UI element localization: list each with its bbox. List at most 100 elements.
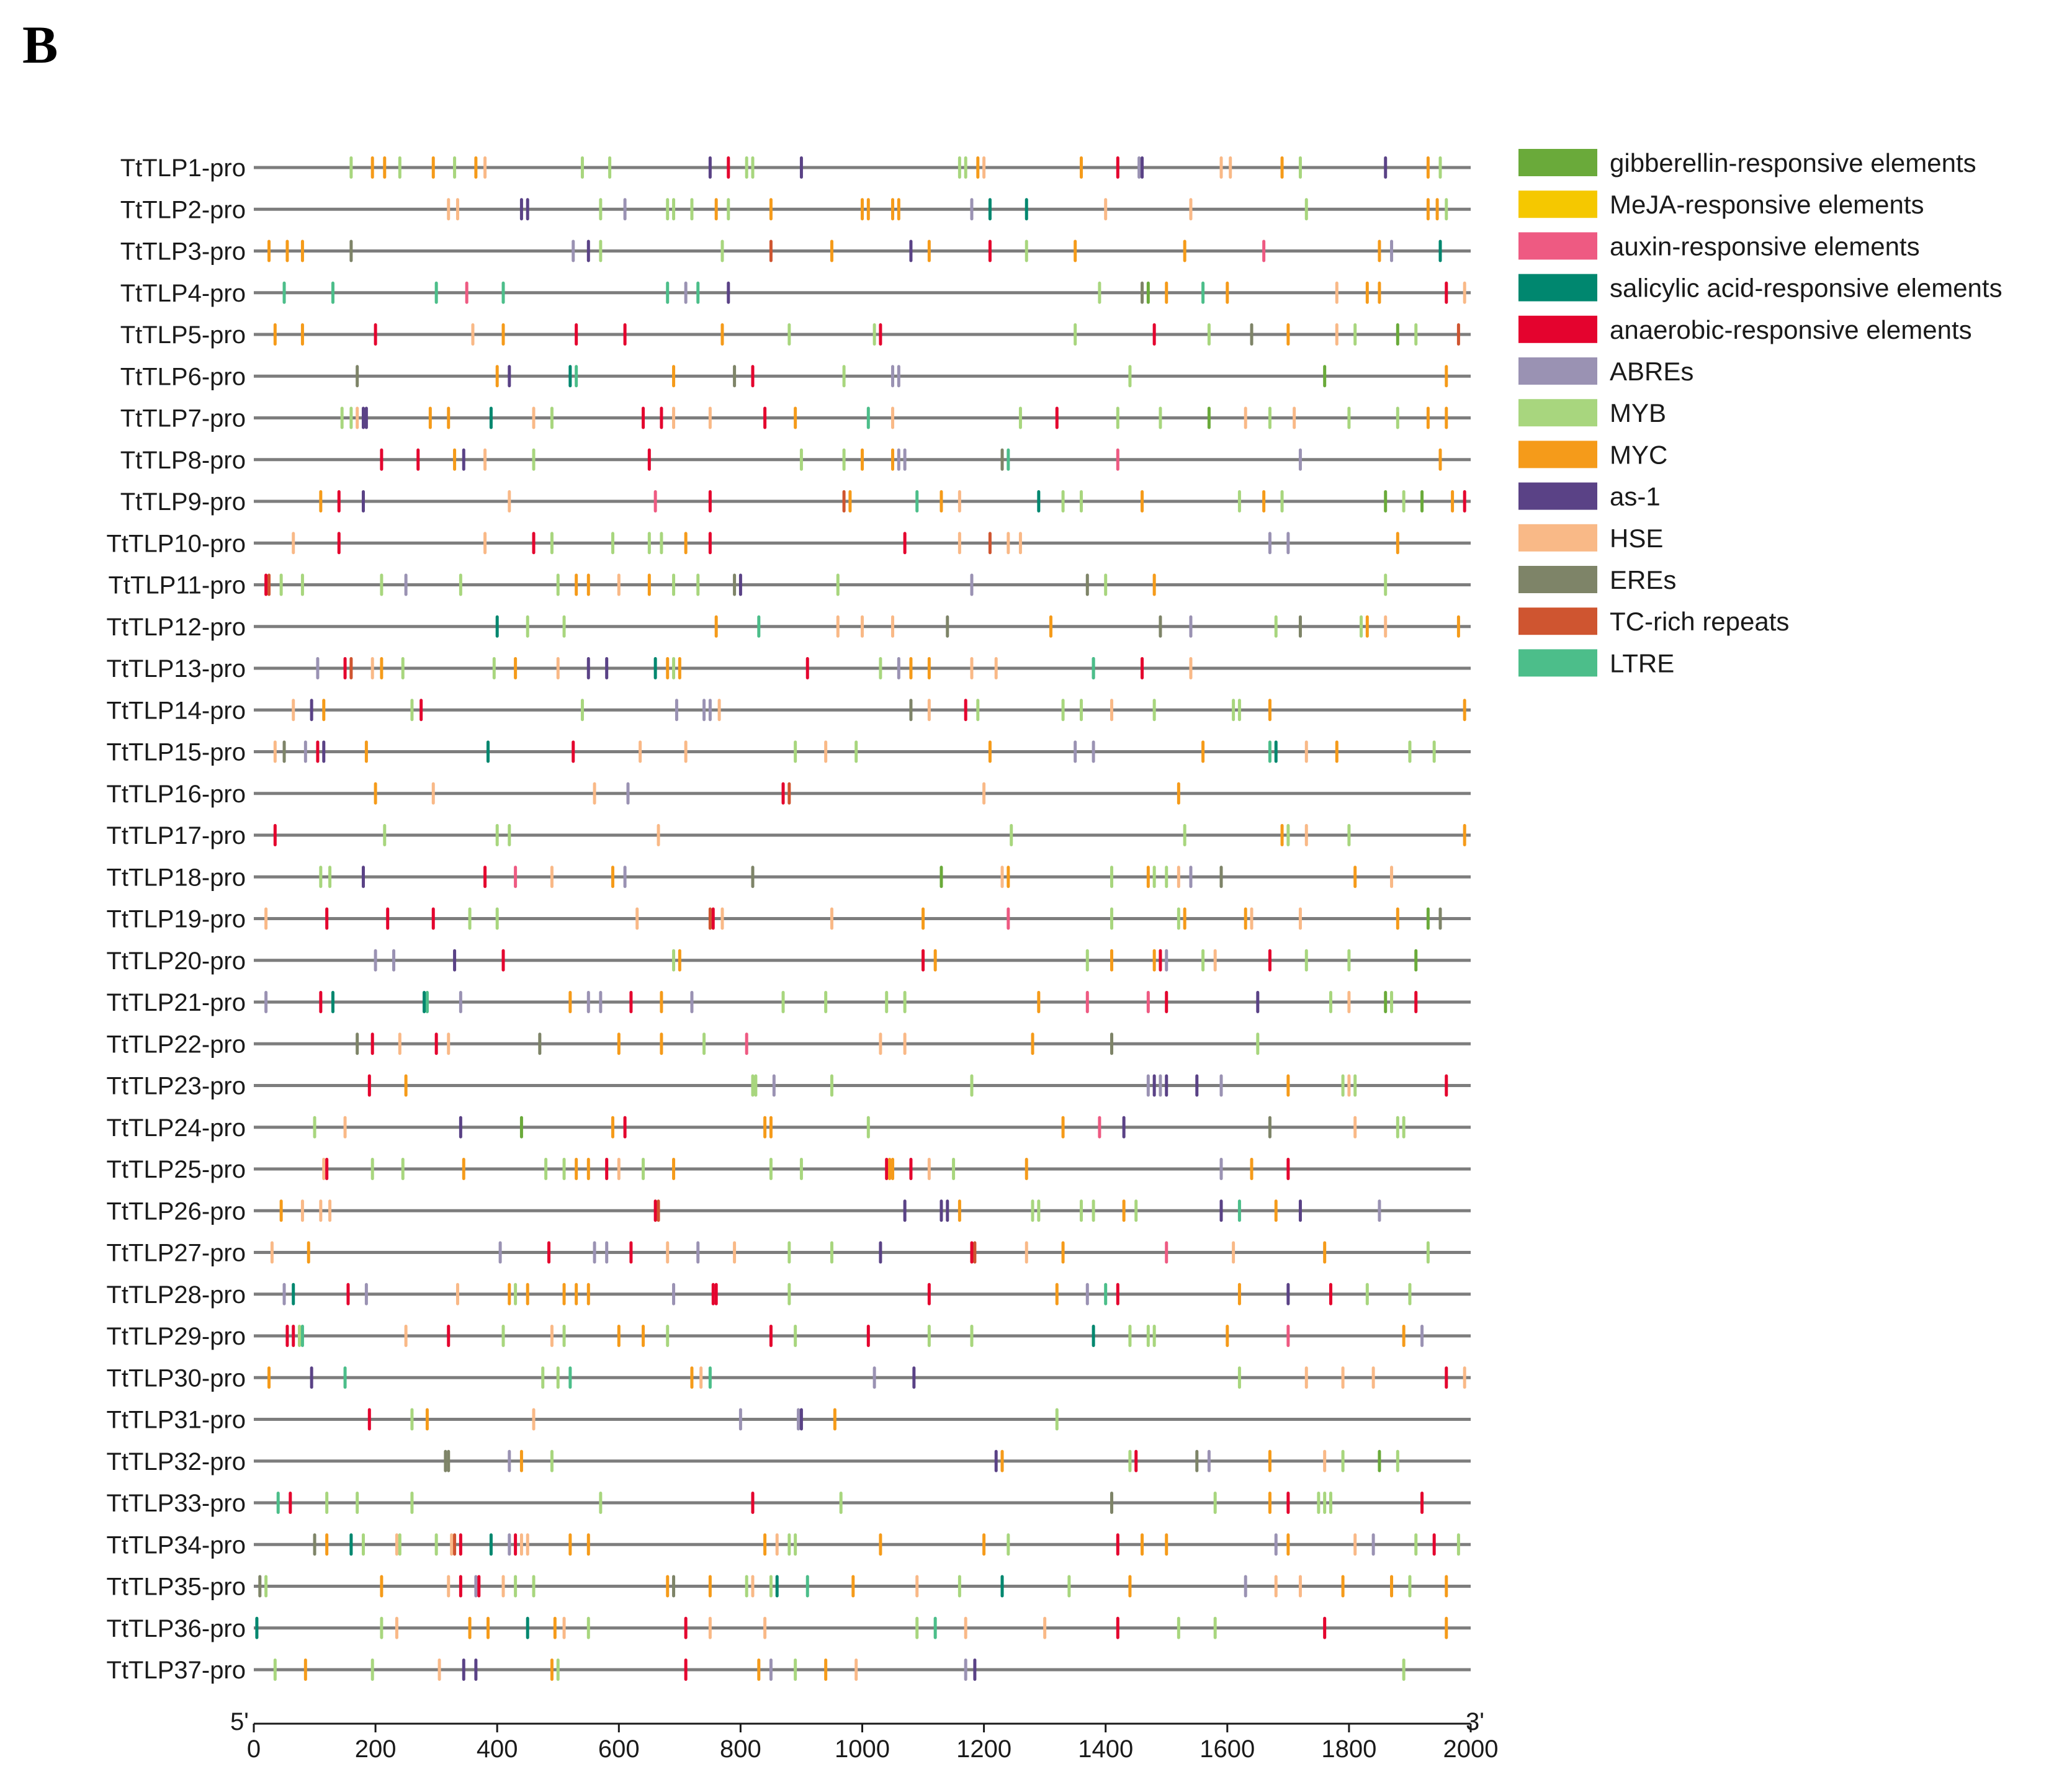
cis-element-mark xyxy=(586,1158,590,1180)
promoter-row: TtTLP17-pro xyxy=(106,822,1471,849)
cis-element-mark xyxy=(316,657,320,679)
gene-label: TtTLP1-pro xyxy=(120,154,246,182)
cis-element-mark xyxy=(575,1283,578,1305)
cis-element-mark xyxy=(586,240,590,262)
cis-element-mark xyxy=(300,1199,304,1222)
gene-label: TtTLP29-pro xyxy=(106,1323,246,1350)
cis-element-mark xyxy=(1451,490,1455,513)
cis-element-mark xyxy=(316,740,320,763)
cis-element-mark xyxy=(891,1158,895,1180)
gene-label: TtTLP14-pro xyxy=(106,697,246,724)
cis-element-mark xyxy=(830,1074,833,1097)
cis-element-mark xyxy=(727,156,730,179)
cis-element-mark xyxy=(660,991,663,1013)
cis-element-mark xyxy=(1335,323,1339,346)
cis-element-mark xyxy=(964,1659,967,1681)
x-axis: 5' 3' 0 200 400 600 800 1000 1200 1400 1600 1800 2… xyxy=(230,1708,1498,1763)
cis-element-mark xyxy=(1463,490,1466,513)
cis-element-mark xyxy=(642,1325,645,1347)
cis-element-mark xyxy=(1268,1116,1271,1139)
cis-element-mark xyxy=(1116,1533,1119,1556)
cis-element-mark xyxy=(854,1659,858,1681)
gene-label: TtTLP24-pro xyxy=(106,1114,246,1142)
cis-element-mark xyxy=(1098,281,1101,304)
cis-element-mark xyxy=(1353,1116,1357,1139)
cis-element-mark xyxy=(690,1366,694,1389)
cis-element-mark xyxy=(885,991,889,1013)
cis-element-mark xyxy=(1018,532,1022,555)
cis-element-mark xyxy=(653,490,657,513)
cis-element-mark xyxy=(532,1575,536,1598)
cis-element-mark xyxy=(684,281,688,304)
cis-element-mark xyxy=(1128,365,1132,388)
cis-element-mark xyxy=(1456,1533,1460,1556)
cis-element-mark xyxy=(927,699,931,722)
cis-element-mark xyxy=(1116,1283,1119,1305)
cis-element-mark xyxy=(1110,1492,1114,1514)
cis-element-mark xyxy=(836,573,840,596)
cis-element-mark xyxy=(532,406,536,429)
cis-element-mark xyxy=(842,448,846,471)
cis-element-mark xyxy=(550,406,554,429)
gene-label: TtTLP36-pro xyxy=(106,1615,246,1642)
gene-label: TtTLP4-pro xyxy=(120,280,246,307)
cis-element-mark xyxy=(711,1283,715,1305)
x-tick-label: 400 xyxy=(477,1735,518,1763)
cis-element-mark xyxy=(794,740,797,763)
promoter-row: TtTLP2-pro xyxy=(120,196,1471,223)
promoter-row: TtTLP8-pro xyxy=(120,447,1471,474)
legend-swatch xyxy=(1518,357,1597,385)
cis-element-mark xyxy=(553,1616,557,1639)
cis-element-mark xyxy=(848,490,852,513)
cis-element-mark xyxy=(300,1325,304,1347)
cis-element-mark xyxy=(410,699,414,722)
cis-element-mark xyxy=(276,1492,280,1514)
cis-element-mark xyxy=(702,699,706,722)
legend-item: LTRE xyxy=(1518,648,1674,678)
cis-element-mark xyxy=(370,156,374,179)
cis-element-mark xyxy=(292,1283,295,1305)
cis-element-mark xyxy=(562,615,566,638)
cis-element-mark xyxy=(1347,949,1351,972)
cis-element-mark xyxy=(331,991,334,1013)
cis-element-mark xyxy=(1360,615,1363,638)
cis-element-mark xyxy=(1445,1366,1448,1389)
cis-element-mark xyxy=(1165,281,1168,304)
x-tick-label: 1600 xyxy=(1200,1735,1255,1763)
cis-element-mark xyxy=(495,615,499,638)
cis-element-mark xyxy=(1396,406,1399,429)
cis-element-mark xyxy=(952,1158,956,1180)
cis-element-mark xyxy=(1152,699,1156,722)
gene-label: TtTLP35-pro xyxy=(106,1574,246,1601)
cis-element-mark xyxy=(526,615,529,638)
cis-element-mark xyxy=(1177,866,1180,889)
cis-element-mark xyxy=(370,1659,374,1681)
cis-element-mark xyxy=(1378,281,1381,304)
cis-element-mark xyxy=(264,573,268,596)
cis-element-mark xyxy=(666,281,670,304)
cis-element-mark xyxy=(794,1659,797,1681)
cis-element-mark xyxy=(410,1408,414,1431)
cis-element-mark xyxy=(672,1283,676,1305)
x-tick-label: 1400 xyxy=(1078,1735,1133,1763)
cis-element-mark xyxy=(1274,1533,1278,1556)
cis-element-mark xyxy=(1000,1575,1004,1598)
cis-element-mark xyxy=(1092,740,1095,763)
legend: gibberellin-responsive elements MeJA-resp… xyxy=(1518,148,2002,678)
cis-element-mark xyxy=(708,1616,712,1639)
cis-element-mark xyxy=(514,1575,518,1598)
cis-element-mark xyxy=(1201,740,1205,763)
cis-element-mark xyxy=(1280,156,1284,179)
gene-label: TtTLP16-pro xyxy=(106,781,246,808)
cis-element-mark xyxy=(1110,866,1114,889)
gene-label: TtTLP17-pro xyxy=(106,822,246,849)
cis-element-mark xyxy=(1116,1616,1119,1639)
cis-element-mark xyxy=(1390,866,1394,889)
cis-element-mark xyxy=(605,657,609,679)
cis-element-mark xyxy=(532,448,536,471)
cis-element-mark xyxy=(401,657,405,679)
cis-element-mark xyxy=(447,198,451,221)
cis-element-mark xyxy=(927,1283,931,1305)
cis-element-mark xyxy=(586,1533,590,1556)
cis-element-mark xyxy=(599,1492,603,1514)
